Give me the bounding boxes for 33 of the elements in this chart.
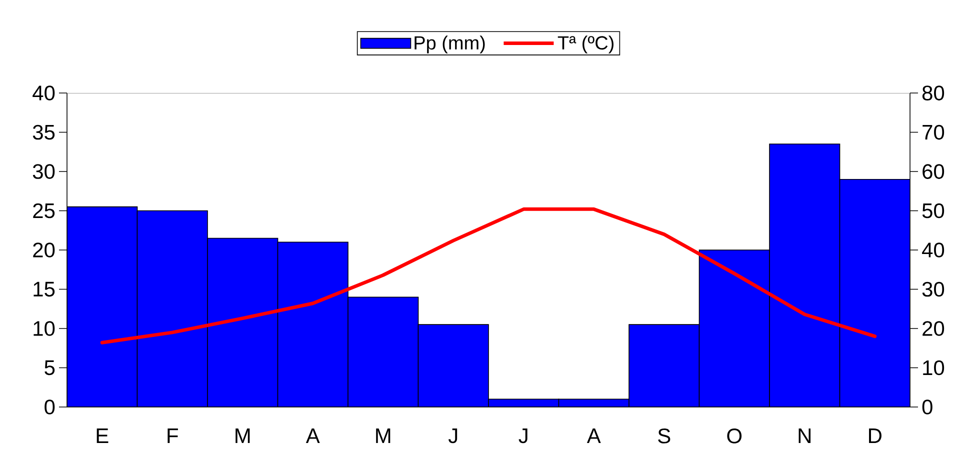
y-tick-label: 20 — [33, 242, 55, 258]
x-tick-label: M — [236, 428, 250, 443]
y-tick-label: 5 — [44, 360, 55, 376]
legend-label: Tª (ºC) — [558, 36, 614, 54]
y-tick-label: 25 — [33, 203, 55, 218]
y-tick-label: 30 — [32, 164, 55, 179]
x-tick-label: F — [168, 428, 178, 443]
y-tick-label: 35 — [32, 124, 55, 140]
y2-tick-label: 10 — [923, 360, 944, 376]
line-series — [100, 207, 877, 344]
x-tick-label: A — [586, 428, 601, 443]
x-tick-label: J — [518, 428, 528, 444]
y2-tick-label: 80 — [922, 86, 944, 100]
y2-tick-label: 30 — [922, 282, 944, 297]
y2-tick-label: 50 — [922, 203, 944, 218]
y2-tick-label: 70 — [922, 124, 944, 140]
x-tick-label: N — [798, 428, 811, 443]
y2-tick-label: 40 — [922, 242, 944, 258]
y2-tick-label: 0 — [922, 400, 932, 414]
legend-label: Pp (mm) — [414, 36, 485, 54]
x-tick-label: M — [376, 428, 390, 443]
x-tick-label: J — [448, 428, 458, 444]
x-tick-label: A — [306, 428, 320, 443]
y-tick-label: 10 — [34, 321, 55, 336]
y2-tick-label: 20 — [922, 321, 944, 336]
x-tick-label: D — [869, 428, 882, 443]
x-tick-label: S — [658, 428, 670, 444]
x-tick-label: E — [96, 428, 108, 443]
y2-tick-label: 60 — [922, 164, 944, 179]
x-tick-label: O — [727, 428, 742, 444]
y-tick-label: 40 — [32, 86, 55, 100]
y-tick-label: 0 — [44, 400, 55, 414]
y-tick-label: 15 — [34, 282, 55, 297]
